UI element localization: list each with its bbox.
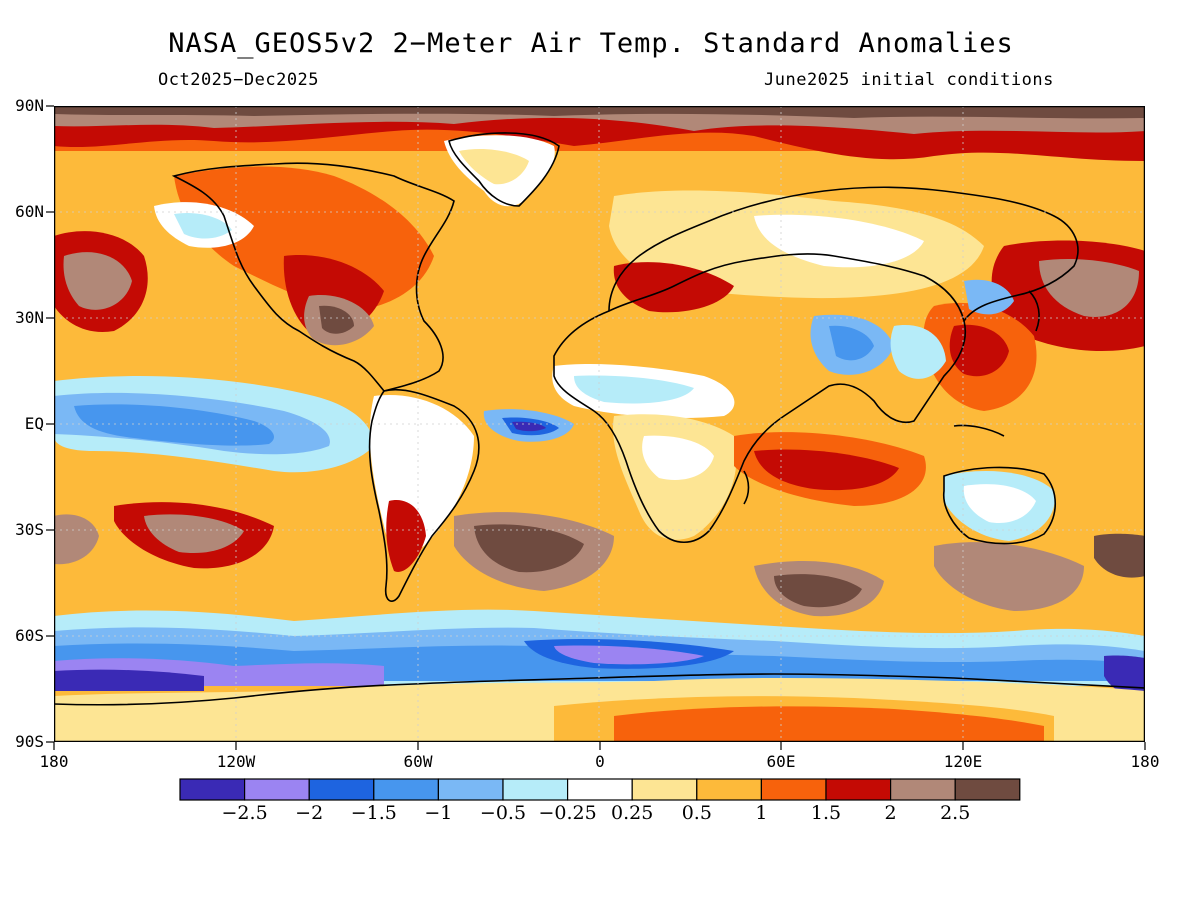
- colorbar-label: −1: [424, 802, 453, 824]
- argentina-red: [386, 500, 426, 572]
- colorbar-label: −0.25: [538, 802, 597, 824]
- lat-label-90s: 90S: [15, 732, 44, 751]
- australia-white: [963, 484, 1036, 524]
- lat-label-30n: 30N: [15, 308, 44, 327]
- japan-coast: [1028, 290, 1040, 332]
- far-east-darkbrown: [1094, 533, 1145, 578]
- us-darkbrown: [319, 305, 354, 334]
- colorbar-swatch: [437, 778, 504, 801]
- mediterranean-red: [613, 262, 734, 313]
- india-blue-core: [829, 325, 874, 361]
- lat-label-60s: 60S: [15, 626, 44, 645]
- colorbar-swatch: [243, 778, 310, 801]
- colorbar-label: 1.5: [810, 802, 842, 824]
- npac-brown-west: [63, 252, 132, 310]
- indonesia-coast: [953, 424, 1005, 437]
- colorbar-swatch: [825, 778, 892, 801]
- forecast-period: Oct2025−Dec2025: [158, 70, 320, 90]
- colorbar-swatch: [179, 778, 246, 801]
- antarctica-coast: [54, 673, 1145, 706]
- colorbar-swatch: [760, 778, 827, 801]
- indian-ocean-red: [754, 449, 899, 491]
- se-asia-cyan: [890, 325, 946, 379]
- colorbar-swatch: [889, 778, 956, 801]
- central-africa-white: [642, 435, 714, 480]
- lon-label-120w: 120W: [216, 752, 256, 771]
- colorbar-label: 2: [884, 802, 897, 824]
- madagascar-coast: [743, 470, 750, 505]
- lon-label-60w: 60W: [403, 752, 433, 771]
- lat-label-eq: EQ: [24, 414, 44, 433]
- africa-eurasia-coast: [553, 253, 967, 544]
- colorbar-label: −2.5: [221, 802, 268, 824]
- se-pacific-brown: [144, 514, 244, 554]
- north-america-warm: [174, 166, 434, 311]
- north-america-coast: [171, 162, 455, 392]
- graticule: [54, 106, 1145, 742]
- colorbar-swatch: [308, 778, 375, 801]
- anomaly-map: [54, 106, 1145, 742]
- colorbar-swatch: [567, 778, 633, 801]
- colorbar-label: −2: [295, 802, 324, 824]
- weddell-lavender: [554, 645, 704, 665]
- npac-brown-east: [1039, 259, 1139, 317]
- lon-label-120e: 120E: [943, 752, 983, 771]
- lon-label-60e: 60E: [766, 752, 796, 771]
- lon-label-180e: 180: [1130, 752, 1160, 771]
- initial-conditions: June2025 initial conditions: [764, 70, 1054, 90]
- colorbar-label: 0.25: [611, 802, 654, 824]
- south-america-coast: [368, 388, 480, 602]
- coastlines: [54, 132, 1145, 706]
- colorbar-swatch: [696, 778, 762, 801]
- south-atlantic-darkbrown: [474, 524, 584, 573]
- colorbar-label: 0.5: [681, 802, 712, 824]
- lat-label-90n: 90N: [15, 96, 44, 115]
- lon-label-180w: 180: [39, 752, 69, 771]
- colorbar: [179, 778, 1021, 801]
- ross-sea-purple: [54, 669, 204, 691]
- northern-eurasia-coast: [608, 186, 1079, 322]
- far-west-brown: [54, 514, 99, 565]
- antarctica-red-orange: [614, 706, 1044, 742]
- enso-blue: [74, 404, 274, 446]
- east-asia-blue: [964, 279, 1014, 315]
- greenland-inner: [459, 149, 529, 185]
- colorbar-label: −0.5: [479, 802, 527, 824]
- australia-coast: [943, 466, 1056, 545]
- atlantic-eq-purple: [512, 421, 546, 432]
- map-frame: [54, 106, 1145, 742]
- colorbar-label: 1: [755, 802, 768, 824]
- arctic-darkbrown: [54, 106, 1145, 119]
- lat-label-60n: 60N: [15, 202, 44, 221]
- colorbar-swatch: [502, 778, 569, 801]
- greenland-coast: [448, 132, 560, 207]
- lat-label-30s: 30S: [15, 520, 44, 539]
- s-indian-darkbrown: [774, 574, 862, 608]
- colorbar-label: 2.5: [940, 802, 971, 824]
- s-pacific-brown: [934, 542, 1084, 611]
- sahel-cyan: [574, 375, 694, 404]
- colorbar-swatch: [954, 778, 1021, 801]
- colorbar-swatch: [373, 778, 440, 801]
- colorbar-swatch: [631, 778, 698, 801]
- lon-label-0: 0: [595, 752, 605, 771]
- ne-pacific-cyan: [174, 212, 232, 239]
- colorbar-label: −1.5: [350, 802, 397, 824]
- map-title: NASA_GEOS5v2 2−Meter Air Temp. Standard …: [168, 28, 1014, 59]
